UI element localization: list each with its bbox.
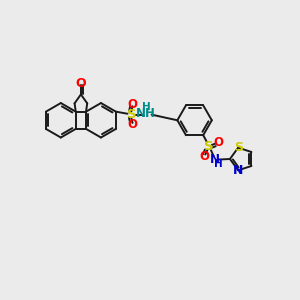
Text: S: S (204, 140, 213, 153)
Text: H: H (214, 159, 222, 169)
Text: N: N (210, 153, 220, 166)
Text: O: O (128, 118, 137, 131)
Text: S: S (234, 141, 243, 154)
Text: O: O (200, 150, 209, 163)
Text: O: O (128, 98, 137, 111)
Text: H: H (142, 102, 151, 112)
Text: N: N (233, 164, 243, 177)
Text: O: O (76, 76, 86, 90)
Text: S: S (127, 108, 136, 121)
Text: O: O (213, 136, 223, 149)
Text: NH: NH (136, 107, 156, 120)
